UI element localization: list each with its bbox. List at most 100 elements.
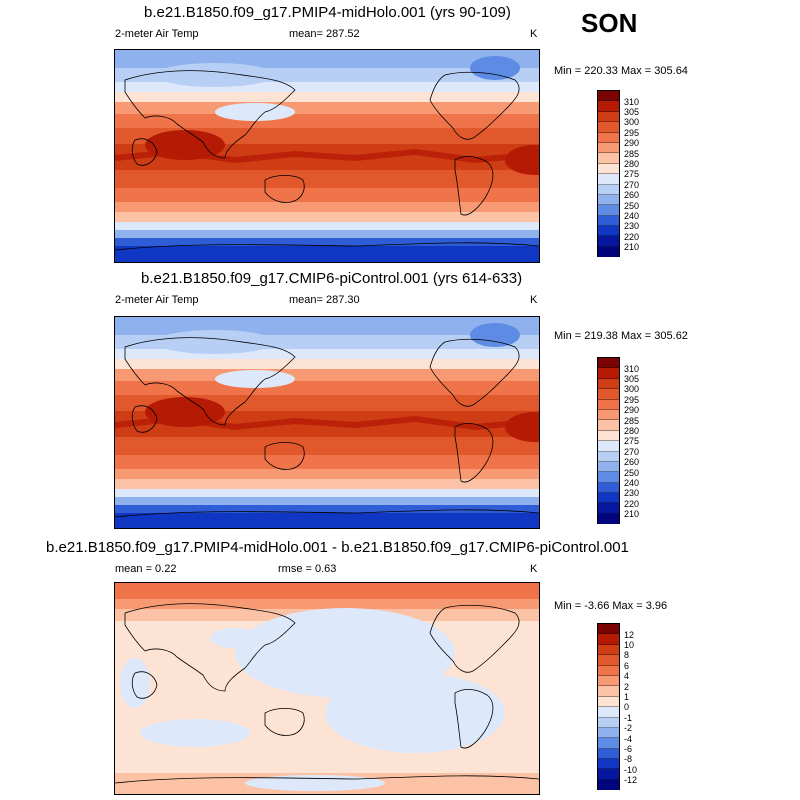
panel3-colorbar bbox=[597, 623, 620, 791]
panel3-colorbar-swatch bbox=[598, 644, 619, 656]
panel1-colorbar-tick: 230 bbox=[624, 221, 640, 231]
panel3-colorbar-swatch bbox=[598, 717, 619, 728]
panel2-colorbar-tick: 210 bbox=[624, 509, 640, 519]
panel2-colorbar-tick: 280 bbox=[624, 426, 640, 436]
panel1-units-label: K bbox=[530, 28, 538, 40]
panel2-colorbar-swatch bbox=[598, 399, 619, 410]
panel1-colorbar-tick: 305 bbox=[624, 107, 640, 117]
panel2-minmax-label: Min = 219.38 Max = 305.62 bbox=[554, 330, 688, 342]
panel3-colorbar-tick: 10 bbox=[624, 640, 635, 650]
panel3-mean-label: mean = 0.22 bbox=[115, 563, 177, 575]
panel2-colorbar-swatch bbox=[598, 368, 619, 379]
panel3-colorbar-tick: -4 bbox=[624, 734, 633, 744]
panel1-colorbar-tick: 220 bbox=[624, 232, 640, 242]
panel1-colorbar-swatch bbox=[598, 101, 619, 112]
panel3-colorbar-swatch bbox=[598, 727, 619, 739]
panel1-colorbar-tick: 280 bbox=[624, 159, 640, 169]
panel1-colorbar-tick: 300 bbox=[624, 117, 640, 127]
panel3-map bbox=[114, 582, 540, 795]
panel2-colorbar-tick: 305 bbox=[624, 374, 640, 384]
panel2-colorbar-tick: 285 bbox=[624, 416, 640, 426]
panel2-colorbar-swatch bbox=[598, 472, 619, 483]
panel3-colorbar-tick: -2 bbox=[624, 723, 633, 733]
panel3-rmse-label: rmse = 0.63 bbox=[278, 563, 337, 575]
panel2-colorbar-swatch bbox=[598, 409, 619, 421]
panel3-minmax-label: Min = -3.66 Max = 3.96 bbox=[554, 600, 668, 612]
panel3-colorbar-tick: -6 bbox=[624, 744, 633, 754]
panel2-map-field bbox=[115, 317, 539, 528]
panel3-colorbar-tick: 4 bbox=[624, 671, 630, 681]
panel1-map-field bbox=[115, 50, 539, 262]
panel1-variable-label: 2-meter Air Temp bbox=[115, 28, 199, 40]
panel3-colorbar-tick: 2 bbox=[624, 682, 630, 692]
panel2-colorbar-swatch bbox=[598, 493, 619, 504]
panel3-colorbar-tick: -8 bbox=[624, 754, 633, 764]
panel1-colorbar-tick: 260 bbox=[624, 190, 640, 200]
panel1-colorbar-tick: 285 bbox=[624, 149, 640, 159]
panel3-colorbar-tick: 0 bbox=[624, 702, 630, 712]
panel1-colorbar-swatch bbox=[598, 142, 619, 154]
panel1-colorbar-tick: 310 bbox=[624, 97, 640, 107]
panel3-colorbar-tick: -10 bbox=[624, 765, 638, 775]
season-label: SON bbox=[581, 8, 638, 38]
panel2-colorbar-tick: 260 bbox=[624, 457, 640, 467]
panel3-colorbar-tick: -12 bbox=[624, 775, 638, 785]
panel2-colorbar-swatch bbox=[598, 430, 619, 442]
panel1-colorbar bbox=[597, 90, 620, 258]
panel2-colorbar-tick: 230 bbox=[624, 488, 640, 498]
panel2-title: b.e21.B1850.f09_g17.CMIP6-piControl.001 … bbox=[141, 270, 523, 287]
panel2-colorbar-swatch bbox=[598, 441, 619, 452]
panel2-colorbar-tick: 270 bbox=[624, 447, 640, 457]
panel1-colorbar-swatch bbox=[598, 91, 619, 102]
panel3-units-label: K bbox=[530, 563, 538, 575]
panel3-colorbar-tick: 8 bbox=[624, 650, 630, 660]
panel1-colorbar-tick: 290 bbox=[624, 138, 640, 148]
panel2-colorbar-tick: 275 bbox=[624, 436, 640, 446]
panel3-colorbar-swatch bbox=[598, 634, 619, 645]
panel2-colorbar-tick: 295 bbox=[624, 395, 640, 405]
panel1-colorbar-swatch bbox=[598, 236, 619, 247]
panel1-map bbox=[114, 49, 540, 263]
panel1-colorbar-tick: 210 bbox=[624, 242, 640, 252]
panel2-colorbar-swatch bbox=[598, 482, 619, 494]
panel3-colorbar-swatch bbox=[598, 675, 619, 687]
panel2-mean-label: mean= 287.30 bbox=[289, 294, 360, 306]
panel3-colorbar-swatch bbox=[598, 759, 619, 770]
panel3-title: b.e21.B1850.f09_g17.PMIP4-midHolo.001 - … bbox=[46, 539, 629, 556]
panel1-colorbar-swatch bbox=[598, 132, 619, 143]
panel1-colorbar-swatch bbox=[598, 153, 619, 164]
panel2-colorbar-swatch bbox=[598, 503, 619, 514]
panel3-colorbar-swatch bbox=[598, 707, 619, 718]
panel2-colorbar-swatch bbox=[598, 358, 619, 369]
panel2-colorbar-swatch bbox=[598, 378, 619, 390]
panel3-colorbar-swatch bbox=[598, 624, 619, 635]
panel2-colorbar bbox=[597, 357, 620, 525]
panel3-colorbar-swatch bbox=[598, 779, 619, 791]
panel3-colorbar-swatch bbox=[598, 686, 619, 697]
panel1-colorbar-swatch bbox=[598, 122, 619, 133]
panel3-colorbar-swatch bbox=[598, 738, 619, 749]
panel1-minmax-label: Min = 220.33 Max = 305.64 bbox=[554, 65, 688, 77]
panel3-colorbar-swatch bbox=[598, 748, 619, 760]
panel1-colorbar-swatch bbox=[598, 184, 619, 195]
panel1-colorbar-swatch bbox=[598, 226, 619, 237]
panel1-colorbar-tick: 250 bbox=[624, 201, 640, 211]
panel2-colorbar-swatch bbox=[598, 420, 619, 431]
panel1-colorbar-tick: 240 bbox=[624, 211, 640, 221]
panel2-colorbar-tick: 220 bbox=[624, 499, 640, 509]
panel1-colorbar-tick: 295 bbox=[624, 128, 640, 138]
panel1-colorbar-tick: 270 bbox=[624, 180, 640, 190]
panel3-colorbar-tick: 1 bbox=[624, 692, 630, 702]
panel1-colorbar-swatch bbox=[598, 194, 619, 206]
panel2-colorbar-swatch bbox=[598, 513, 619, 525]
panel2-colorbar-swatch bbox=[598, 451, 619, 462]
panel2-variable-label: 2-meter Air Temp bbox=[115, 294, 199, 306]
panel1-colorbar-tick: 275 bbox=[624, 169, 640, 179]
panel2-colorbar-tick: 250 bbox=[624, 468, 640, 478]
panel1-colorbar-swatch bbox=[598, 163, 619, 175]
panel1-mean-label: mean= 287.52 bbox=[289, 28, 360, 40]
panel3-colorbar-tick: 12 bbox=[624, 630, 635, 640]
panel1-colorbar-swatch bbox=[598, 174, 619, 185]
panel1-title: b.e21.B1850.f09_g17.PMIP4-midHolo.001 (y… bbox=[144, 4, 511, 21]
panel1-colorbar-swatch bbox=[598, 111, 619, 123]
